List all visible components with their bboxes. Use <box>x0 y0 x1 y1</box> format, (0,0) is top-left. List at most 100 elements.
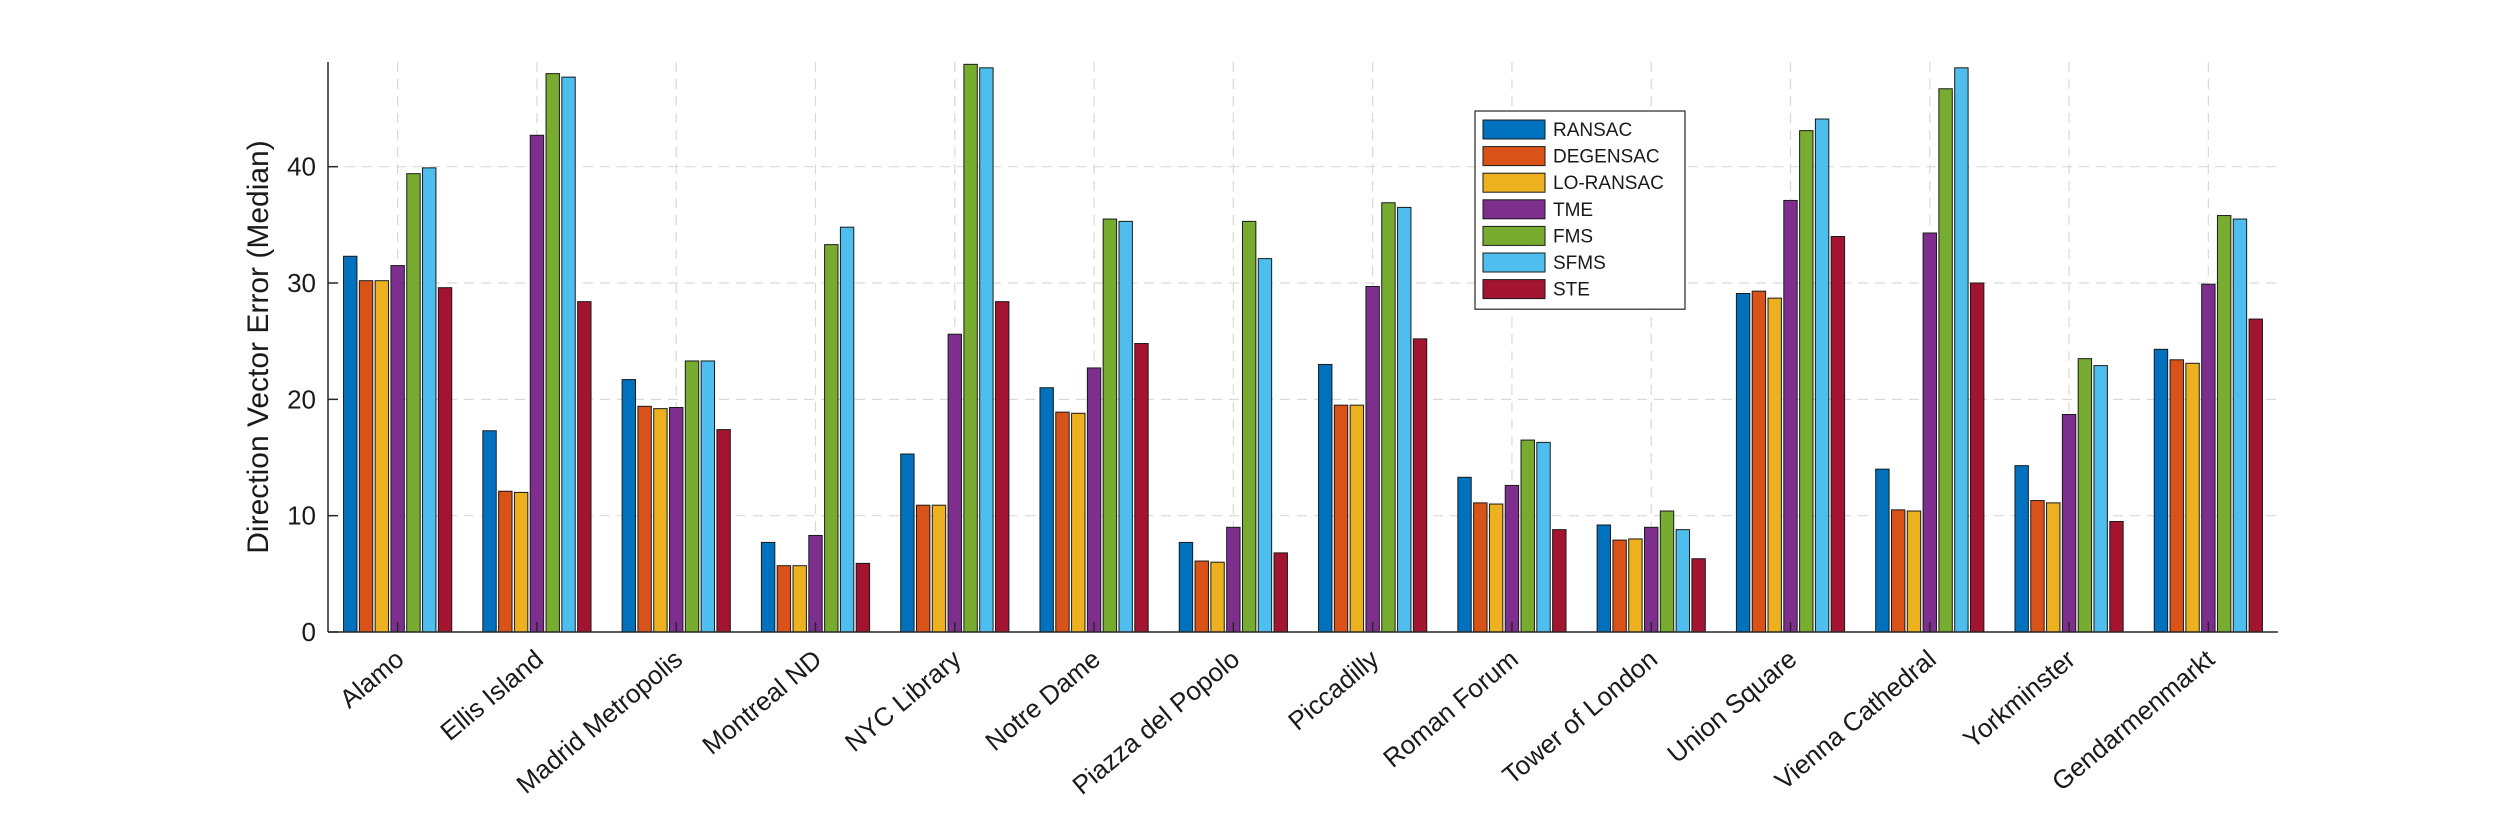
bar-sfms-6 <box>1257 258 1273 633</box>
legend-label: STE <box>1553 280 1590 301</box>
bar-ste-4 <box>994 301 1010 633</box>
bar-sfms-3 <box>839 226 855 633</box>
bar-tme-1 <box>529 134 545 633</box>
bar-ransac-4 <box>900 453 915 633</box>
bar-degensac-5 <box>1055 411 1070 633</box>
bar-lo-ransac-5 <box>1071 412 1086 633</box>
bar-fms-2 <box>684 360 700 633</box>
bar-ransac-6 <box>1178 541 1194 633</box>
bar-degensac-13 <box>2169 359 2184 633</box>
bar-sfms-0 <box>422 167 437 633</box>
bar-lo-ransac-2 <box>653 408 668 633</box>
legend: RANSAC DEGENSAC LO-RANSAC TME FMS SFMS STE <box>1474 110 1686 310</box>
legend-swatch-fms <box>1482 225 1546 246</box>
bars-layer <box>343 63 2263 633</box>
axes-layer <box>327 62 2278 633</box>
x-tick-label: Union Square <box>1661 644 1802 769</box>
bar-degensac-10 <box>1751 290 1767 633</box>
bar-lo-ransac-8 <box>1488 503 1504 633</box>
bar-lo-ransac-13 <box>2185 362 2200 633</box>
bar-sfms-5 <box>1118 220 1133 633</box>
bar-degensac-0 <box>358 280 374 633</box>
bar-sfms-11 <box>1954 67 1969 633</box>
y-tick-label: 40 <box>287 152 316 182</box>
y-tick-label: 30 <box>287 268 316 298</box>
bar-ransac-8 <box>1457 476 1472 633</box>
bar-fms-13 <box>2216 215 2232 633</box>
bar-degensac-3 <box>776 565 792 633</box>
bar-ransac-9 <box>1596 524 1612 633</box>
bar-tme-10 <box>1783 199 1798 633</box>
bar-ste-13 <box>2248 318 2263 633</box>
bar-tme-8 <box>1504 484 1520 633</box>
bar-lo-ransac-4 <box>931 504 947 633</box>
bar-tme-2 <box>669 406 684 633</box>
y-tick-label: 20 <box>287 384 316 414</box>
bar-lo-ransac-1 <box>513 491 529 633</box>
bar-tme-0 <box>390 265 405 633</box>
bar-ransac-3 <box>760 541 776 633</box>
bar-ransac-0 <box>343 255 358 633</box>
bar-fms-9 <box>1659 510 1675 633</box>
legend-label: SFMS <box>1553 253 1606 274</box>
bar-tme-9 <box>1644 526 1659 633</box>
legend-swatch-tme <box>1482 199 1546 220</box>
bar-ransac-2 <box>621 379 637 633</box>
x-tick-label: Ellis Island <box>434 644 548 747</box>
bar-sfms-9 <box>1675 529 1691 633</box>
bar-lo-ransac-10 <box>1767 297 1782 633</box>
bar-ransac-7 <box>1318 363 1333 633</box>
legend-label: DEGENSAC <box>1553 147 1660 168</box>
x-tick-label: Notre Dame <box>979 644 1106 757</box>
bar-tme-3 <box>808 534 823 633</box>
bar-fms-5 <box>1102 218 1118 633</box>
bar-lo-ransac-7 <box>1349 404 1365 633</box>
legend-label: TME <box>1553 200 1593 221</box>
bar-ste-5 <box>1134 343 1149 633</box>
bar-lo-ransac-6 <box>1210 561 1225 633</box>
grid-layer <box>328 62 2278 632</box>
x-tick-label: Alamo <box>334 644 410 714</box>
bar-degensac-12 <box>2030 500 2045 633</box>
legend-label: RANSAC <box>1553 120 1632 141</box>
bar-tme-11 <box>1922 232 1937 633</box>
bar-ransac-5 <box>1039 387 1054 633</box>
bar-sfms-2 <box>700 360 716 633</box>
x-tick-label: Roman Forum <box>1377 644 1524 774</box>
bar-tme-13 <box>2201 283 2216 633</box>
bar-fms-6 <box>1241 220 1257 633</box>
bar-degensac-7 <box>1333 404 1349 633</box>
bar-ste-10 <box>1830 235 1846 633</box>
bar-degensac-2 <box>637 405 652 633</box>
bar-fms-11 <box>1938 88 1953 633</box>
bar-ste-0 <box>437 287 453 633</box>
bar-lo-ransac-0 <box>374 280 390 633</box>
bar-fms-0 <box>406 173 421 633</box>
legend-label: LO-RANSAC <box>1553 173 1664 194</box>
bar-fms-1 <box>545 73 560 633</box>
bar-ste-11 <box>1969 282 1985 633</box>
bar-ransac-11 <box>1875 468 1890 633</box>
x-tick-label: Montreal ND <box>696 644 827 761</box>
bar-ransac-13 <box>2153 348 2169 633</box>
bar-sfms-10 <box>1814 118 1830 633</box>
bar-lo-ransac-11 <box>1906 510 1922 633</box>
bar-fms-4 <box>963 63 978 633</box>
bar-ransac-1 <box>482 430 497 633</box>
bar-lo-ransac-9 <box>1628 538 1643 633</box>
bar-tme-7 <box>1365 286 1380 633</box>
bar-degensac-11 <box>1890 509 1906 633</box>
bar-ste-6 <box>1273 552 1288 633</box>
bar-ransac-10 <box>1735 292 1751 633</box>
bar-fms-8 <box>1520 439 1535 633</box>
legend-swatch-ste <box>1482 279 1546 300</box>
bar-fms-7 <box>1381 202 1396 633</box>
bar-ransac-12 <box>2014 465 2029 633</box>
bar-ste-2 <box>716 429 731 633</box>
bar-tme-5 <box>1086 367 1102 633</box>
legend-swatch-ransac <box>1482 119 1546 140</box>
y-axis-title: Direction Vector Error (Median) <box>242 140 275 553</box>
bar-ste-1 <box>577 301 592 633</box>
x-tick-label: NYC Library <box>839 644 967 758</box>
